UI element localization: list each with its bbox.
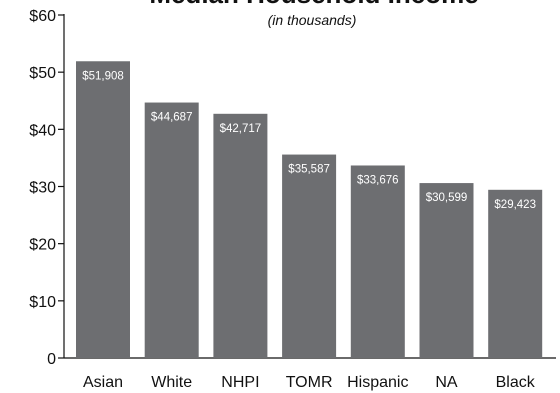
data-label: $51,908 [82,70,124,82]
y-tick-label: $40 [29,122,56,139]
y-tick-label: $10 [29,294,56,311]
x-ticks: Asian White NHPI TOMR Hispanic NA Black [83,374,536,391]
x-tick-label: NHPI [221,374,259,391]
y-tick-label: $60 [29,8,56,25]
bar [76,61,130,358]
chart-subtitle: (in thousands) [268,12,357,28]
x-tick-label: TOMR [286,374,333,391]
bar [488,189,543,358]
data-label: $30,599 [426,192,468,204]
x-tick-label: Hispanic [347,374,408,391]
y-tick-label: $50 [29,65,56,82]
y-ticks: 0 $10 $20 $30 $40 $50 $60 [29,8,64,368]
data-label: $33,676 [357,174,399,186]
bar [350,165,405,358]
y-tick-label: $20 [29,237,56,254]
data-label: $44,687 [151,112,193,124]
bar [282,154,337,358]
data-labels: $51,908 $44,687 $42,717 $35,587 $33,676 $30,5… [82,70,536,211]
bars [76,61,543,359]
y-tick-label: 0 [47,351,56,368]
x-tick-label: NA [435,374,458,391]
data-label: $29,423 [494,199,536,211]
data-label: $35,587 [288,164,330,176]
bar [213,113,268,358]
x-tick-label: Black [496,374,536,391]
bar [419,183,474,358]
x-tick-label: Asian [83,374,123,391]
data-label: $42,717 [220,123,262,135]
bar [144,102,199,359]
y-tick-label: $30 [29,180,56,197]
chart-title: Median Household Income [149,0,478,9]
x-tick-label: White [151,374,192,391]
